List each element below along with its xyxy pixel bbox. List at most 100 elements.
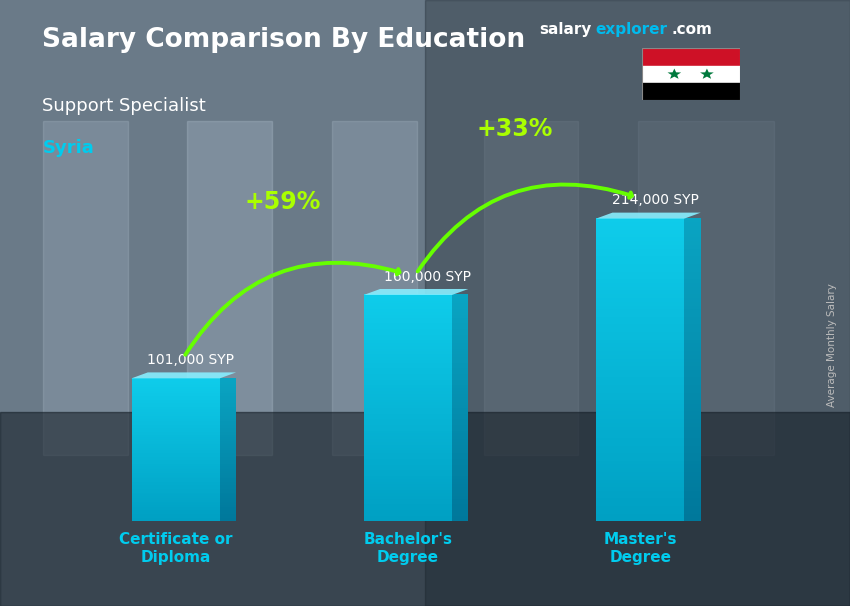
Polygon shape bbox=[596, 213, 700, 219]
Bar bbox=[684, 513, 700, 518]
Bar bbox=[452, 323, 468, 326]
Bar bbox=[684, 218, 700, 222]
Bar bbox=[452, 518, 468, 521]
Bar bbox=[364, 345, 452, 348]
Bar bbox=[220, 389, 236, 391]
Bar bbox=[364, 459, 452, 462]
Bar bbox=[596, 369, 684, 374]
Bar bbox=[596, 264, 684, 268]
Bar bbox=[220, 394, 236, 396]
Bar bbox=[596, 448, 684, 453]
Bar bbox=[684, 264, 700, 268]
Bar bbox=[132, 389, 220, 391]
Bar bbox=[684, 415, 700, 419]
Bar bbox=[452, 476, 468, 479]
Bar bbox=[684, 418, 700, 423]
Bar bbox=[452, 315, 468, 318]
Bar bbox=[596, 498, 684, 502]
Bar bbox=[452, 342, 468, 346]
Bar bbox=[452, 427, 468, 431]
Bar bbox=[132, 421, 220, 423]
Bar bbox=[220, 426, 236, 428]
Bar bbox=[132, 396, 220, 398]
Bar bbox=[452, 340, 468, 343]
Bar bbox=[132, 450, 220, 451]
Bar bbox=[364, 447, 452, 450]
Bar bbox=[132, 424, 220, 427]
Bar bbox=[364, 473, 452, 476]
Bar bbox=[484, 121, 578, 454]
Bar bbox=[132, 494, 220, 496]
Text: salary: salary bbox=[540, 22, 592, 38]
Bar bbox=[596, 328, 684, 332]
Bar bbox=[132, 446, 220, 448]
Bar bbox=[220, 514, 236, 516]
Bar bbox=[684, 365, 700, 370]
Bar bbox=[452, 382, 468, 385]
Bar bbox=[132, 455, 220, 457]
Bar bbox=[364, 331, 452, 335]
Bar bbox=[684, 509, 700, 514]
Bar bbox=[220, 478, 236, 480]
Bar bbox=[452, 473, 468, 476]
Bar bbox=[364, 425, 452, 428]
Bar bbox=[596, 377, 684, 381]
Bar bbox=[364, 410, 452, 414]
Bar bbox=[452, 337, 468, 340]
Bar bbox=[364, 512, 452, 516]
Bar bbox=[220, 428, 236, 430]
Bar bbox=[132, 428, 220, 430]
Bar bbox=[452, 453, 468, 456]
Bar bbox=[364, 408, 452, 411]
Bar bbox=[684, 422, 700, 427]
Bar bbox=[684, 377, 700, 381]
Bar bbox=[132, 507, 220, 508]
Bar bbox=[452, 501, 468, 504]
Bar bbox=[452, 295, 468, 298]
Bar bbox=[364, 376, 452, 380]
Bar bbox=[596, 225, 684, 230]
Bar bbox=[132, 384, 220, 385]
Bar bbox=[452, 357, 468, 360]
Bar bbox=[220, 392, 236, 395]
Bar bbox=[132, 430, 220, 432]
Bar bbox=[452, 345, 468, 348]
Bar bbox=[596, 407, 684, 411]
Bar bbox=[684, 279, 700, 283]
Bar bbox=[596, 237, 684, 241]
Bar bbox=[452, 484, 468, 487]
Bar bbox=[220, 399, 236, 402]
Bar bbox=[596, 502, 684, 506]
Bar bbox=[596, 513, 684, 518]
Bar bbox=[684, 369, 700, 374]
Bar bbox=[364, 385, 452, 388]
Bar bbox=[364, 439, 452, 442]
Bar bbox=[132, 474, 220, 476]
Bar bbox=[684, 305, 700, 309]
Bar bbox=[684, 392, 700, 396]
Bar bbox=[220, 390, 236, 393]
Bar bbox=[684, 259, 700, 264]
Bar bbox=[364, 362, 452, 365]
Bar bbox=[364, 300, 452, 304]
Bar bbox=[364, 498, 452, 501]
Bar bbox=[452, 359, 468, 363]
Bar bbox=[596, 218, 684, 222]
Bar bbox=[452, 393, 468, 397]
Bar bbox=[132, 408, 220, 410]
Bar bbox=[684, 256, 700, 260]
Bar bbox=[596, 373, 684, 378]
Bar bbox=[132, 478, 220, 480]
Text: Average Monthly Salary: Average Monthly Salary bbox=[827, 284, 837, 407]
Bar bbox=[220, 473, 236, 474]
Bar bbox=[220, 444, 236, 446]
Bar bbox=[684, 453, 700, 457]
Bar bbox=[452, 388, 468, 391]
Bar bbox=[452, 478, 468, 482]
Bar bbox=[596, 509, 684, 514]
Bar bbox=[220, 387, 236, 389]
Bar bbox=[132, 489, 220, 491]
Bar bbox=[596, 396, 684, 400]
Bar bbox=[596, 475, 684, 479]
Bar bbox=[364, 470, 452, 473]
